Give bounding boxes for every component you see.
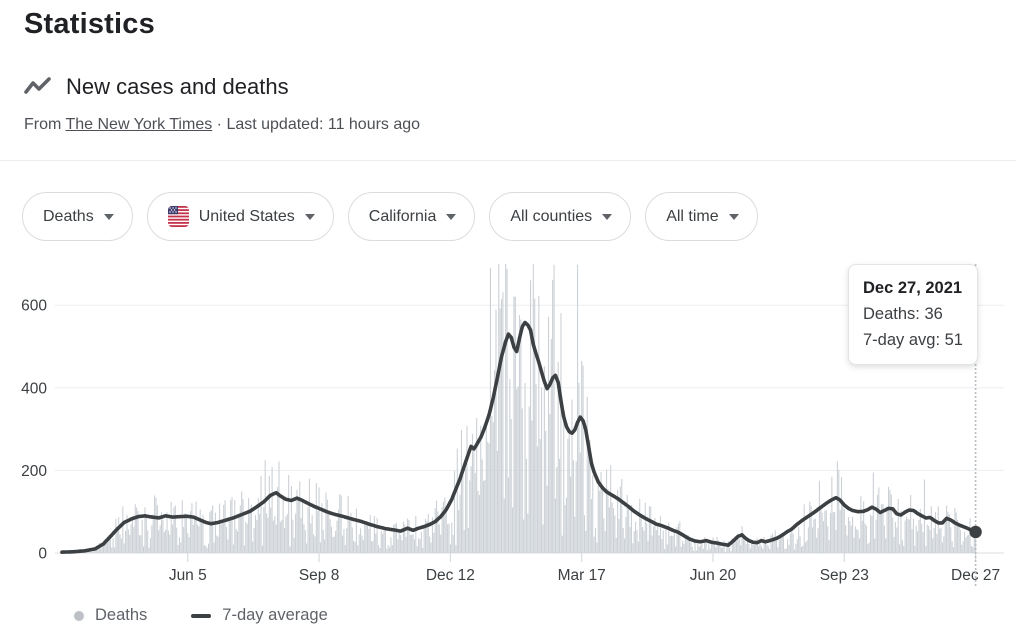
tooltip-avg-value: 7-day avg: 51 — [863, 331, 963, 349]
filter-chip-row: Deaths — [22, 192, 758, 241]
y-axis-label: 200 — [21, 463, 47, 480]
filter-metric-chip[interactable]: Deaths — [22, 192, 133, 241]
avg-line-swatch-icon — [191, 613, 212, 618]
section-title: New cases and deaths — [66, 74, 289, 99]
filter-time-chip[interactable]: All time — [645, 192, 758, 241]
page-title: Statistics — [24, 8, 155, 40]
filter-county-label: All counties — [510, 207, 593, 225]
trend-line-icon — [24, 75, 54, 99]
chart-legend: Deaths 7-day average — [74, 606, 328, 625]
x-axis-label: Dec 27 — [951, 567, 1000, 584]
chevron-down-icon — [304, 214, 315, 220]
x-axis-label: Jun 20 — [690, 567, 737, 584]
filter-state-label: California — [368, 207, 437, 225]
x-axis: Jun 5 Sep 8 Dec 12 Mar 17 Jun 20 Sep 23 Dec 27 — [169, 553, 1000, 584]
section-divider — [0, 160, 1016, 161]
tooltip-date: Dec 27, 2021 — [863, 279, 963, 297]
legend-item-avg[interactable]: 7-day average — [191, 606, 328, 625]
source-link[interactable]: The New York Times — [65, 116, 213, 133]
x-axis-label: Dec 12 — [426, 567, 475, 584]
deaths-swatch-icon — [74, 610, 84, 621]
y-axis-label: 600 — [21, 298, 47, 315]
filter-country-label: United States — [198, 207, 295, 225]
tooltip-deaths-value: Deaths: 36 — [863, 305, 943, 323]
chevron-down-icon — [446, 214, 457, 220]
current-point-marker — [969, 525, 982, 539]
filter-county-chip[interactable]: All counties — [489, 192, 632, 241]
legend-deaths-label: Deaths — [95, 606, 148, 624]
x-axis-label: Mar 17 — [558, 567, 606, 584]
legend-avg-label: 7-day average — [222, 606, 328, 624]
chevron-down-icon — [103, 214, 114, 220]
seven-day-average-line[interactable] — [60, 320, 978, 554]
chart-tooltip: Dec 27, 2021 Deaths: 36 7-day avg: 51 — [848, 264, 978, 365]
chevron-down-icon — [728, 214, 739, 220]
source-updated: · Last updated: 11 hours ago — [212, 116, 421, 133]
legend-item-deaths[interactable]: Deaths — [74, 606, 147, 625]
source-line: From The New York Times · Last updated: … — [24, 116, 420, 134]
x-axis-label: Sep 8 — [299, 567, 340, 584]
x-axis-label: Jun 5 — [169, 567, 207, 584]
y-axis-label: 0 — [38, 546, 47, 563]
us-flag-icon — [167, 206, 189, 227]
section-header: New cases and deaths — [24, 74, 289, 100]
filter-time-label: All time — [666, 207, 719, 225]
chevron-down-icon — [602, 214, 613, 220]
x-axis-label: Sep 23 — [820, 567, 869, 584]
filter-metric-label: Deaths — [43, 207, 94, 225]
filter-state-chip[interactable]: California — [347, 192, 476, 241]
filter-country-chip[interactable]: United States — [146, 192, 334, 241]
source-prefix: From — [24, 116, 66, 133]
deaths-bars-series[interactable] — [61, 264, 977, 553]
y-axis-label: 400 — [21, 380, 47, 397]
